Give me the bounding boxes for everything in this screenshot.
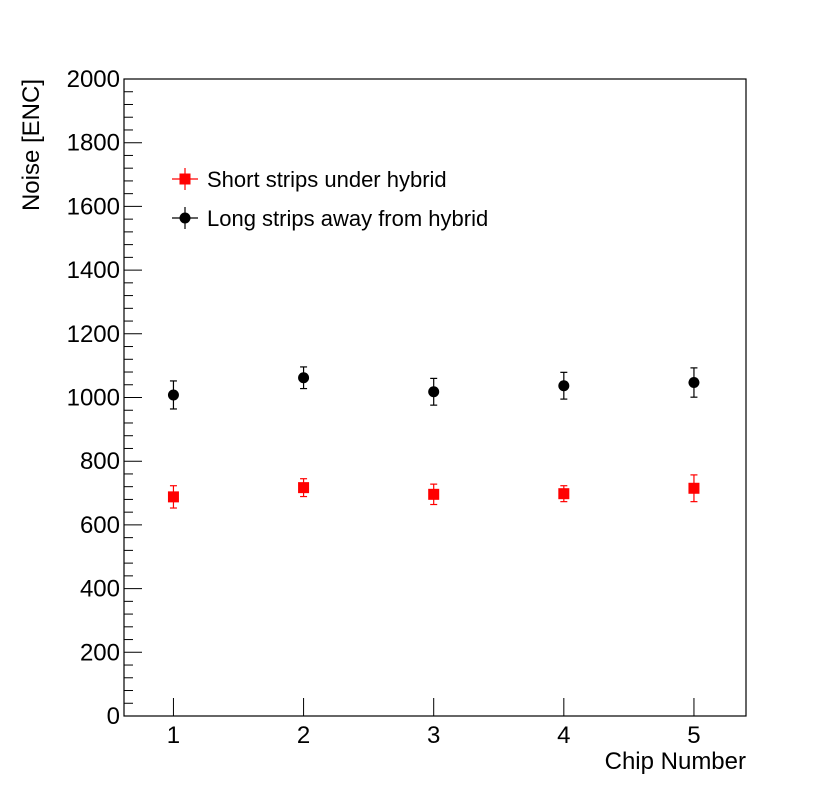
data-point-square [428, 489, 439, 500]
y-tick-label: 0 [107, 703, 120, 730]
y-tick-label: 1400 [67, 257, 120, 284]
x-tick-label: 4 [557, 722, 570, 749]
data-point-circle [168, 389, 179, 400]
y-tick-label: 2000 [67, 66, 120, 93]
x-tick-label: 3 [427, 722, 440, 749]
legend-marker-circle [180, 213, 191, 224]
y-tick-label: 1600 [67, 193, 120, 220]
y-axis-label: Noise [ENC] [18, 79, 45, 211]
x-tick-label: 5 [687, 722, 700, 749]
y-tick-label: 600 [80, 512, 120, 539]
y-tick-label: 800 [80, 448, 120, 475]
data-point-square [558, 488, 569, 499]
x-tick-label: 2 [297, 722, 310, 749]
y-tick-label: 1200 [67, 321, 120, 348]
x-tick-label: 1 [167, 722, 180, 749]
y-tick-label: 400 [80, 576, 120, 603]
data-point-square [168, 491, 179, 502]
data-points [168, 367, 700, 508]
y-tick-label: 1000 [67, 385, 120, 412]
data-point-square [298, 482, 309, 493]
data-point-circle [558, 380, 569, 391]
data-point-circle [298, 372, 309, 383]
x-axis-label: Chip Number [605, 748, 746, 775]
legend-label: Long strips away from hybrid [207, 206, 488, 231]
data-point-circle [688, 377, 699, 388]
y-tick-label: 200 [80, 639, 120, 666]
data-point-square [688, 483, 699, 494]
legend-marker-square [180, 174, 191, 185]
y-axis: 0 200 400 600 800 1000 1200 1400 1600 1800 2000 [67, 66, 142, 730]
legend: Short strips under hybrid Long strips awa… [172, 167, 488, 231]
data-point-circle [428, 386, 439, 397]
y-tick-label: 1800 [67, 130, 120, 157]
legend-label: Short strips under hybrid [207, 167, 447, 192]
x-axis: 1 2 3 4 5 [167, 698, 701, 749]
